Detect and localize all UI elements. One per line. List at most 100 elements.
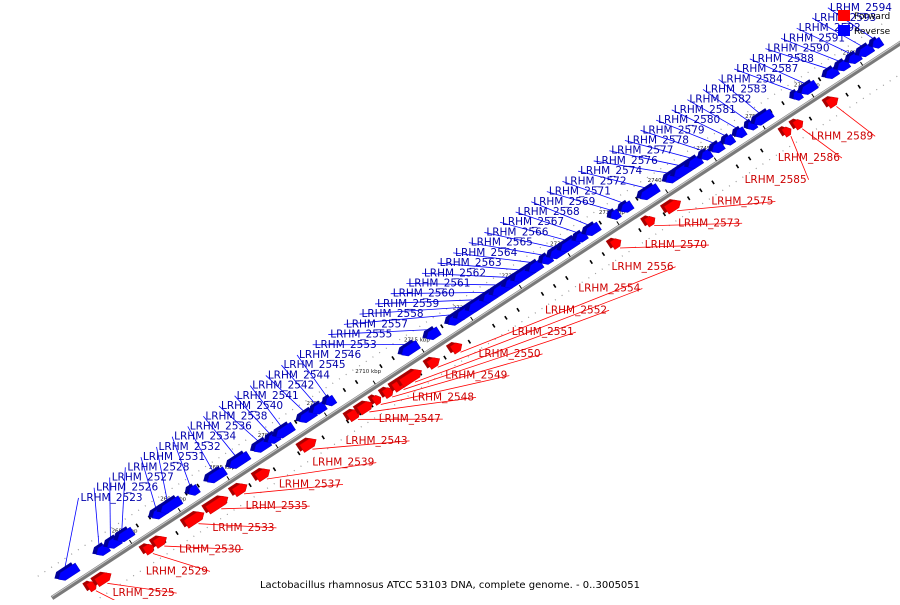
scale-minor-tick xyxy=(517,308,519,311)
gene-label: LRHM_2579 xyxy=(643,124,705,136)
gene-label: LRHM_2527 xyxy=(112,472,174,484)
scale-minor-tick xyxy=(355,380,357,383)
scale-minor-tick xyxy=(782,101,784,104)
reverse-guide-dots xyxy=(38,20,888,576)
gene-label: LRHM_2571 xyxy=(549,186,611,198)
scale-minor-tick xyxy=(858,85,860,88)
gene-label: LRHM_2562 xyxy=(424,267,486,279)
gene-label: LRHM_2528 xyxy=(127,461,189,473)
gene-label: LRHM_2535 xyxy=(246,500,308,512)
gene-label: LRHM_2552 xyxy=(545,304,607,316)
scale-minor-tick xyxy=(566,276,568,279)
scale-minor-tick xyxy=(688,197,690,200)
genome-backbone xyxy=(52,41,900,599)
gene-label: LRHM_2536 xyxy=(190,420,252,432)
scale-minor-tick xyxy=(639,228,641,231)
gene-label: LRHM_2586 xyxy=(778,152,840,164)
gene-label: LRHM_2557 xyxy=(346,318,408,330)
scale-tick xyxy=(276,445,278,448)
gene-label: LRHM_2545 xyxy=(283,359,345,371)
gene-label: LRHM_2525 xyxy=(113,587,175,599)
gene-label: LRHM_2572 xyxy=(564,175,626,187)
scale-minor-tick xyxy=(818,78,820,81)
gene-label: LRHM_2548 xyxy=(412,391,474,403)
scale-minor-tick xyxy=(468,340,470,343)
scale-minor-tick xyxy=(197,484,199,487)
scale-minor-tick xyxy=(249,483,251,486)
gene-label: LRHM_2546 xyxy=(299,349,361,361)
gene-label: LRHM_2589 xyxy=(811,130,873,142)
gene-label: LRHM_2575 xyxy=(711,196,773,208)
gene-label: LRHM_2551 xyxy=(512,326,574,338)
gene-label: LRHM_2523 xyxy=(80,492,142,504)
gene-label: LRHM_2534 xyxy=(174,431,236,443)
scale-minor-tick xyxy=(712,181,714,184)
gene-leader-line xyxy=(65,498,79,568)
legend-forward-label: Forward xyxy=(854,12,890,22)
gene-label: LRHM_2578 xyxy=(627,135,689,147)
gene-label: LRHM_2529 xyxy=(146,565,208,577)
scale-minor-tick xyxy=(602,252,604,255)
scale-minor-tick xyxy=(380,364,382,367)
gene-label: LRHM_2581 xyxy=(674,104,736,116)
scale-tick xyxy=(373,381,375,384)
legend-reverse-swatch xyxy=(838,25,850,36)
scale-tick xyxy=(519,285,521,288)
gene-label: LRHM_2554 xyxy=(578,283,640,295)
scale-tick xyxy=(763,126,765,129)
scale-tick xyxy=(324,413,326,416)
gene-label: LRHM_2537 xyxy=(279,478,341,490)
gene-label: LRHM_2592 xyxy=(799,22,861,34)
scale-minor-tick xyxy=(748,157,750,160)
scale-minor-tick xyxy=(176,531,178,534)
legend-forward-swatch xyxy=(838,10,850,21)
gene-label: LRHM_2559 xyxy=(377,298,439,310)
gene-label: LRHM_2590 xyxy=(767,43,829,55)
gene-label: LRHM_2560 xyxy=(393,288,455,300)
gene-label: LRHM_2570 xyxy=(645,239,707,251)
scale-minor-tick xyxy=(322,436,324,439)
scale-minor-tick xyxy=(590,260,592,263)
scale-minor-tick xyxy=(846,93,848,96)
gene-label: LRHM_2574 xyxy=(580,165,642,177)
scale-minor-tick xyxy=(493,324,495,327)
scale-minor-tick xyxy=(343,388,345,391)
gene-arrow xyxy=(201,491,230,516)
scale-minor-tick xyxy=(700,189,702,192)
scale-tick xyxy=(227,476,229,479)
gene-label: LRHM_2569 xyxy=(533,196,595,208)
gene-label: LRHM_2585 xyxy=(745,174,807,186)
scale-minor-tick xyxy=(761,149,763,152)
scale-tick xyxy=(178,508,180,511)
gene-label: LRHM_2530 xyxy=(179,544,241,556)
gene-leader-line xyxy=(415,310,609,382)
scale-tick xyxy=(666,190,668,193)
gene-label: LRHM_2567 xyxy=(502,216,564,228)
scale-minor-tick xyxy=(599,221,601,224)
scale-minor-tick xyxy=(444,356,446,359)
scale-minor-tick xyxy=(273,468,275,471)
scale-tick xyxy=(471,317,473,320)
gene-label: LRHM_2565 xyxy=(471,237,533,249)
scale-minor-tick xyxy=(505,316,507,319)
gene-arrow xyxy=(395,364,424,389)
gene-features xyxy=(52,35,884,594)
gene-label: LRHM_2541 xyxy=(237,390,299,402)
gene-label: LRHM_2532 xyxy=(159,441,221,453)
gene-label: LRHM_2543 xyxy=(345,435,407,447)
scale-tick xyxy=(860,62,862,65)
gene-label: LRHM_2549 xyxy=(445,370,507,382)
gene-label: LRHM_2556 xyxy=(612,261,674,273)
gene-label: LRHM_2580 xyxy=(658,114,720,126)
gene-label: LRHM_2577 xyxy=(611,145,673,157)
scale-minor-tick xyxy=(809,117,811,120)
scale-minor-tick xyxy=(136,524,138,527)
scale-tick xyxy=(129,540,131,543)
gene-label: LRHM_2564 xyxy=(455,247,517,259)
gene-label: LRHM_2558 xyxy=(362,308,424,320)
gene-label: LRHM_2539 xyxy=(312,457,374,469)
gene-label: LRHM_2553 xyxy=(315,339,377,351)
genome-caption: Lactobacillus rhamnosus ATCC 53103 DNA, … xyxy=(260,580,640,591)
